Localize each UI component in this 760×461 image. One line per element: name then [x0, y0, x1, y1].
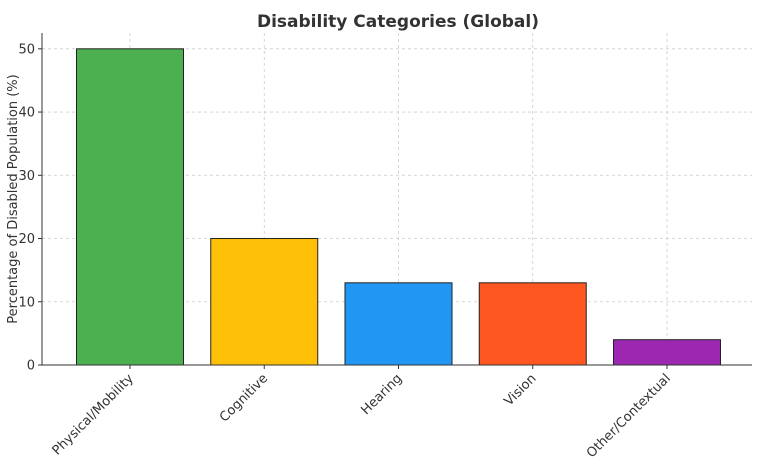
y-tick-label: 30 — [18, 169, 35, 184]
bar-hearing — [344, 282, 453, 366]
x-tick-label: Vision — [502, 371, 540, 409]
y-tick-label: 40 — [18, 106, 35, 121]
x-tick-label: Cognitive — [217, 371, 271, 425]
bar-vision — [478, 282, 587, 366]
x-tick-label: Other/Contextual — [584, 371, 674, 461]
x-tick-label: Physical/Mobility — [50, 371, 137, 458]
y-tick-label: 0 — [27, 359, 35, 374]
y-tick-label: 10 — [18, 295, 35, 310]
bar-physical-mobility — [76, 48, 184, 366]
y-axis-label: Percentage of Disabled Population (%) — [6, 74, 21, 323]
bar-other-contextual — [613, 339, 721, 366]
y-tick-label: 20 — [18, 232, 35, 247]
x-tick-label: Hearing — [359, 371, 406, 418]
chart-title: Disability Categories (Global) — [257, 12, 539, 32]
x-ticks: Physical/Mobility Cognitive Hearing Vision O… — [50, 365, 674, 461]
bars — [76, 48, 721, 366]
y-ticks: 0 10 20 30 40 50 — [18, 42, 42, 374]
y-tick-label: 50 — [18, 42, 35, 57]
axes — [41, 33, 752, 366]
bar-cognitive — [210, 238, 319, 366]
